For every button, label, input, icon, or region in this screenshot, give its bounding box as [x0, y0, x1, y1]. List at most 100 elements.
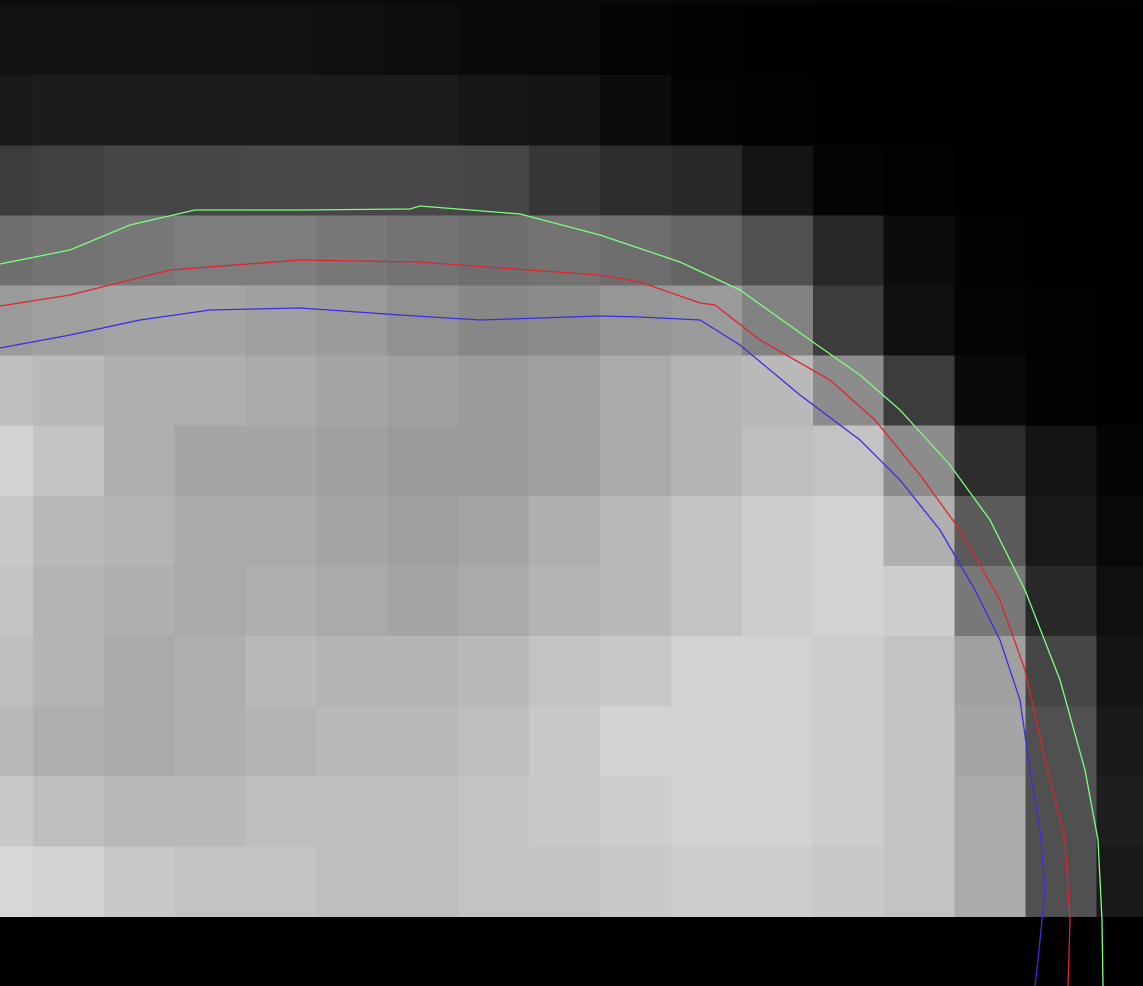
pixel	[246, 846, 318, 917]
pixel	[1026, 286, 1098, 357]
pixel	[529, 286, 601, 357]
pixel	[529, 706, 601, 777]
pixel	[884, 496, 956, 567]
pixel	[884, 75, 956, 146]
pixel	[813, 286, 885, 357]
pixel	[884, 426, 956, 497]
pixel	[529, 426, 601, 497]
pixel	[955, 496, 1027, 567]
pixel	[317, 496, 389, 567]
pixel	[1096, 5, 1143, 76]
pixel	[813, 5, 885, 76]
pixel	[529, 75, 601, 146]
pixel	[0, 566, 34, 637]
pixel	[33, 356, 105, 427]
pixel	[955, 846, 1027, 917]
pixel	[317, 426, 389, 497]
pixel	[600, 356, 672, 427]
pixel	[104, 75, 176, 146]
pixel	[1026, 145, 1098, 216]
pixel	[884, 706, 956, 777]
pixel	[0, 356, 34, 427]
pixel	[104, 846, 176, 917]
pixel	[955, 566, 1027, 637]
pixel	[458, 566, 530, 637]
pixel	[813, 776, 885, 847]
pixel	[175, 566, 247, 637]
pixel	[33, 5, 105, 76]
pixel	[317, 706, 389, 777]
pixel-grid	[0, 0, 1143, 917]
pixel	[104, 706, 176, 777]
pixel	[104, 5, 176, 76]
pixel	[600, 215, 672, 286]
pixel	[175, 145, 247, 216]
pixel	[387, 566, 459, 637]
pixel	[458, 776, 530, 847]
pixel	[600, 145, 672, 216]
pixel	[813, 0, 885, 6]
pixel	[742, 215, 814, 286]
pixel	[33, 426, 105, 497]
pixel	[458, 426, 530, 497]
pixel	[1026, 356, 1098, 427]
pixel	[33, 846, 105, 917]
pixel	[317, 566, 389, 637]
pixel	[529, 776, 601, 847]
pixel	[884, 776, 956, 847]
pixel	[1026, 5, 1098, 76]
pixel	[742, 356, 814, 427]
pixel	[529, 145, 601, 216]
pixel	[104, 636, 176, 707]
pixel	[1096, 496, 1143, 567]
pixel	[0, 846, 34, 917]
pixel	[175, 0, 247, 6]
pixel	[813, 496, 885, 567]
pixel	[529, 0, 601, 6]
pixel	[387, 846, 459, 917]
pixel	[317, 215, 389, 286]
pixel	[955, 215, 1027, 286]
pixel	[529, 5, 601, 76]
pixel	[742, 286, 814, 357]
pixel	[955, 286, 1027, 357]
pixel	[529, 566, 601, 637]
pixel	[813, 145, 885, 216]
pixel	[884, 145, 956, 216]
pixel	[0, 145, 34, 216]
pixel	[1096, 706, 1143, 777]
pixel	[1096, 75, 1143, 146]
pixel	[884, 636, 956, 707]
pixel	[458, 706, 530, 777]
pixel	[458, 75, 530, 146]
pixel	[955, 75, 1027, 146]
pixel	[33, 566, 105, 637]
pixel	[0, 496, 34, 567]
pixel	[884, 846, 956, 917]
pixel	[671, 145, 743, 216]
pixel	[600, 0, 672, 6]
pixel	[387, 496, 459, 567]
pixel	[600, 496, 672, 567]
pixel	[742, 496, 814, 567]
pixel	[671, 5, 743, 76]
pixel	[742, 0, 814, 6]
pixel	[317, 776, 389, 847]
pixel	[104, 566, 176, 637]
pixel	[246, 0, 318, 6]
pixel	[671, 776, 743, 847]
pixel	[671, 0, 743, 6]
pixel	[884, 0, 956, 6]
pixel	[1026, 75, 1098, 146]
pixel	[458, 145, 530, 216]
pixel	[600, 566, 672, 637]
pixel	[33, 0, 105, 6]
pixel	[458, 496, 530, 567]
pixel	[387, 0, 459, 6]
pixel	[742, 846, 814, 917]
pixel	[1096, 145, 1143, 216]
pixel	[1026, 636, 1098, 707]
pixel	[600, 286, 672, 357]
pixel	[33, 286, 105, 357]
pixel	[175, 426, 247, 497]
